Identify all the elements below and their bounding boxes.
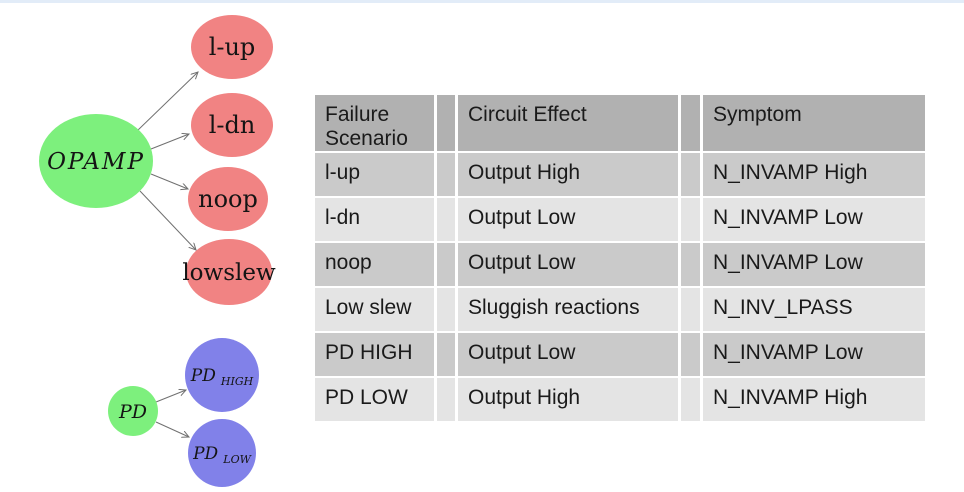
- cell-symptom: N_INVAMP High: [703, 153, 925, 198]
- cell-symptom: N_INV_LPASS: [703, 288, 925, 333]
- spacer-cell: [681, 288, 703, 333]
- header-row: Failure Scenario Circuit Effect Symptom: [315, 95, 925, 153]
- header-spacer-cell: [437, 95, 458, 153]
- node-pdlow-sub: LOW: [222, 453, 252, 466]
- spacer-cell: [681, 243, 703, 288]
- spacer-cell: [681, 333, 703, 378]
- top-accent-strip: [0, 0, 964, 3]
- cell-effect: Output Low: [458, 333, 681, 378]
- spacer-cell: [437, 243, 458, 288]
- edge-opamp-ldn: [150, 134, 189, 150]
- table-row-pdlow: PD LOW Output High N_INVAMP High: [315, 378, 925, 423]
- cell-scenario: l-up: [315, 153, 437, 198]
- cell-scenario: l-dn: [315, 198, 437, 243]
- table-row-pdhigh: PD HIGH Output Low N_INVAMP Low: [315, 333, 925, 378]
- node-pdhigh: [185, 338, 259, 412]
- node-pdlow-label: PD LOW: [192, 444, 252, 466]
- edge-opamp-lowslew: [139, 190, 196, 250]
- spacer-cell: [437, 198, 458, 243]
- pd-tree-edges: [155, 390, 189, 437]
- cell-effect: Output High: [458, 378, 681, 423]
- fault-tree-diagram: OPAMP l-up l-dn noop lowslew PD PD HIGH …: [39, 15, 276, 487]
- node-lowslew: [186, 239, 272, 305]
- col-header-symptom: Symptom: [703, 95, 925, 153]
- failure-table-header: Failure Scenario Circuit Effect Symptom: [315, 95, 925, 153]
- node-pdlow: [188, 419, 256, 487]
- header-spacer-cell: [681, 95, 703, 153]
- node-pdhigh-base: PD: [190, 366, 216, 386]
- node-pdlow-base: PD: [192, 444, 218, 464]
- table-row-noop: noop Output Low N_INVAMP Low: [315, 243, 925, 288]
- spacer-cell: [681, 153, 703, 198]
- spacer-cell: [437, 153, 458, 198]
- col-header-failure-scenario: Failure Scenario: [315, 95, 437, 153]
- edge-pd-pdlow: [155, 421, 189, 437]
- edge-opamp-lup: [136, 72, 198, 132]
- cell-effect: Output Low: [458, 198, 681, 243]
- node-lup: [191, 15, 273, 79]
- table-row-lowslew: Low slew Sluggish reactions N_INV_LPASS: [315, 288, 925, 333]
- opamp-tree-edges: [136, 72, 198, 250]
- node-lup-label: l-up: [209, 33, 256, 61]
- col-header-circuit-effect: Circuit Effect: [458, 95, 681, 153]
- cell-symptom: N_INVAMP Low: [703, 243, 925, 288]
- table-row-lup: l-up Output High N_INVAMP High: [315, 153, 925, 198]
- spacer-cell: [437, 378, 458, 423]
- node-lowslew-label: lowslew: [182, 260, 276, 286]
- edge-opamp-noop: [150, 173, 188, 189]
- node-pdhigh-label: PD HIGH: [190, 366, 254, 388]
- cell-symptom: N_INVAMP Low: [703, 198, 925, 243]
- cell-scenario: noop: [315, 243, 437, 288]
- cell-effect: Sluggish reactions: [458, 288, 681, 333]
- node-pd-label: PD: [118, 401, 147, 423]
- node-opamp-label: OPAMP: [47, 149, 145, 175]
- spacer-cell: [681, 198, 703, 243]
- spacer-cell: [437, 288, 458, 333]
- spacer-cell: [681, 378, 703, 423]
- node-opamp: [39, 114, 153, 208]
- cell-effect: Output High: [458, 153, 681, 198]
- edge-pd-pdhigh: [155, 390, 186, 403]
- cell-symptom: N_INVAMP Low: [703, 333, 925, 378]
- cell-scenario: PD HIGH: [315, 333, 437, 378]
- node-noop: [188, 167, 268, 231]
- failure-table: Failure Scenario Circuit Effect Symptom …: [315, 95, 925, 423]
- node-pd: [108, 386, 158, 436]
- cell-scenario: PD LOW: [315, 378, 437, 423]
- node-ldn-label: l-dn: [209, 111, 256, 139]
- failure-table-body: l-up Output High N_INVAMP High l-dn Outp…: [315, 153, 925, 423]
- node-pdhigh-sub: HIGH: [220, 375, 254, 388]
- cell-scenario: Low slew: [315, 288, 437, 333]
- cell-effect: Output Low: [458, 243, 681, 288]
- table-row-ldn: l-dn Output Low N_INVAMP Low: [315, 198, 925, 243]
- cell-symptom: N_INVAMP High: [703, 378, 925, 423]
- spacer-cell: [437, 333, 458, 378]
- node-noop-label: noop: [198, 185, 258, 213]
- node-ldn: [191, 93, 273, 157]
